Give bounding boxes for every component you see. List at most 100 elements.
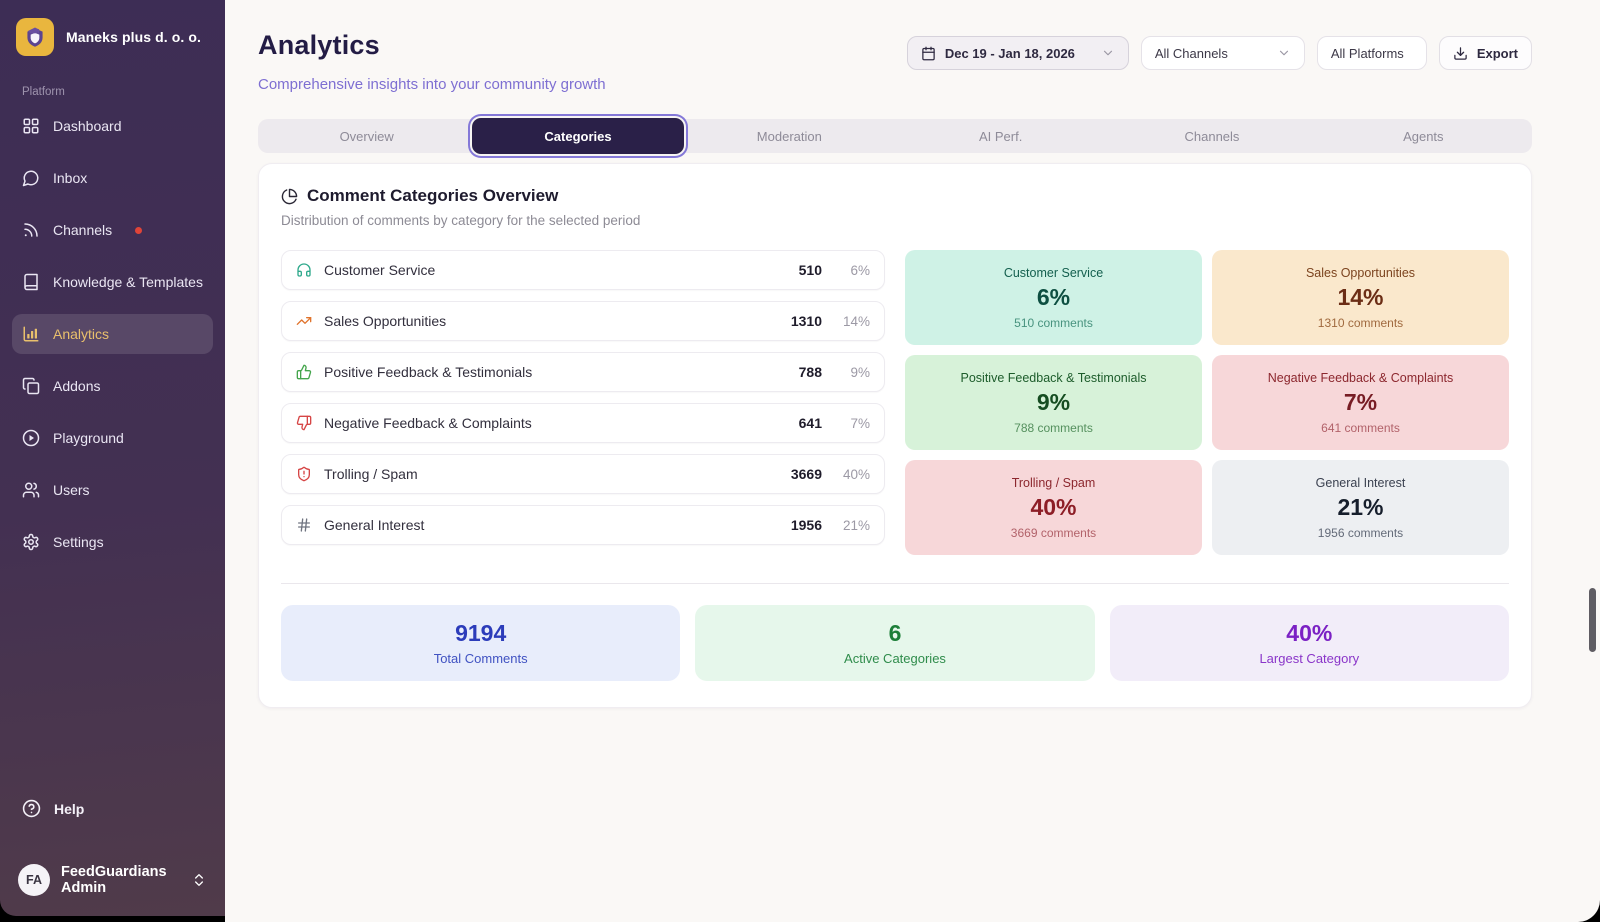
- sidebar-nav: Dashboard Inbox Channels Knowledge & Tem…: [12, 106, 213, 574]
- channels-filter-select[interactable]: All Channels: [1140, 36, 1305, 70]
- card-subtitle: Distribution of comments by category for…: [281, 213, 641, 228]
- tab-categories[interactable]: Categories: [472, 118, 684, 154]
- vertical-scrollbar-thumb[interactable]: [1589, 588, 1596, 652]
- shield-alert-icon: [296, 466, 312, 482]
- tab-overview[interactable]: Overview: [261, 122, 472, 150]
- card-title: Comment Categories Overview: [307, 186, 559, 205]
- tile-comments: 1956 comments: [1317, 525, 1404, 540]
- category-count: 3669: [790, 466, 822, 482]
- tile-title: Negative Feedback & Complaints: [1267, 370, 1454, 385]
- category-percent: 40%: [842, 466, 870, 482]
- tile-percent: 7%: [1343, 388, 1378, 415]
- category-count: 510: [798, 262, 822, 278]
- sidebar-item-playground[interactable]: Playground: [12, 418, 213, 458]
- help-label: Help: [54, 800, 85, 817]
- sidebar: Maneks plus d. o. o. Platform Dashboard …: [0, 0, 225, 916]
- tab-label: Categories: [544, 128, 612, 144]
- sidebar-item-label: Channels: [53, 222, 113, 238]
- category-tile-grid: Customer Service 6% 510 comments Sales O…: [905, 250, 1509, 556]
- knowledge-icon: [22, 273, 40, 291]
- sidebar-item-channels[interactable]: Channels: [12, 210, 213, 250]
- channels-icon: [22, 221, 40, 239]
- sidebar-item-addons[interactable]: Addons: [12, 366, 213, 406]
- date-range-picker[interactable]: Dec 19 - Jan 18, 2026: [906, 36, 1129, 70]
- trending-up-icon: [296, 313, 312, 329]
- date-range-value: Dec 19 - Jan 18, 2026: [944, 45, 1075, 61]
- tab-moderation[interactable]: Moderation: [684, 122, 895, 150]
- category-name: Negative Feedback & Complaints: [324, 415, 532, 431]
- help-circle-icon: [22, 799, 41, 818]
- unread-badge-dot: [135, 226, 143, 234]
- org-name: Maneks plus d. o. o.: [66, 29, 202, 45]
- sidebar-item-settings[interactable]: Settings: [12, 522, 213, 562]
- tab-label: Agents: [1403, 128, 1444, 144]
- sidebar-item-knowledge-templates[interactable]: Knowledge & Templates: [12, 262, 213, 302]
- category-count: 1956: [790, 517, 822, 533]
- download-icon: [1453, 46, 1468, 61]
- tile-percent: 9%: [1036, 388, 1071, 415]
- export-button[interactable]: Export: [1438, 36, 1532, 70]
- category-name: Positive Feedback & Testimonials: [324, 364, 533, 380]
- analytics-icon: [22, 325, 40, 343]
- category-tile-sales-opportunities: Sales Opportunities 14% 1310 comments: [1212, 250, 1509, 345]
- summary-stat-total-comments: 9194 Total Comments: [281, 605, 681, 681]
- tab-channels[interactable]: Channels: [1106, 122, 1317, 150]
- playground-icon: [22, 429, 40, 447]
- tab-agents[interactable]: Agents: [1318, 122, 1529, 150]
- tile-title: Sales Opportunities: [1305, 265, 1416, 280]
- thumbs-down-icon: [296, 415, 312, 431]
- category-row-general-interest: General Interest 1956 21%: [281, 505, 885, 545]
- sidebar-item-inbox[interactable]: Inbox: [12, 158, 213, 198]
- category-count: 788: [798, 364, 822, 380]
- category-tile-general-interest: General Interest 21% 1956 comments: [1212, 460, 1509, 555]
- category-name: General Interest: [324, 517, 425, 533]
- summary-stat-largest-category: 40% Largest Category: [1109, 605, 1509, 681]
- tile-percent: 21%: [1337, 493, 1384, 520]
- category-percent: 7%: [850, 415, 870, 431]
- category-row-positive-feedback: Positive Feedback & Testimonials 788 9%: [281, 352, 885, 392]
- sidebar-item-dashboard[interactable]: Dashboard: [12, 106, 213, 146]
- tab-ai-perf[interactable]: AI Perf.: [895, 122, 1106, 150]
- help-button[interactable]: Help: [12, 789, 213, 828]
- avatar: FA: [18, 864, 50, 896]
- tile-percent: 6%: [1036, 283, 1071, 310]
- inbox-icon: [22, 169, 40, 187]
- card-title-row: Comment Categories Overview: [281, 186, 1509, 206]
- page-title-block: Analytics Comprehensive insights into yo…: [258, 30, 606, 93]
- tile-title: Positive Feedback & Testimonials: [960, 370, 1147, 385]
- tile-percent: 40%: [1030, 493, 1077, 520]
- tile-comments: 1310 comments: [1317, 315, 1404, 330]
- tab-label: Channels: [1184, 128, 1240, 144]
- category-tile-negative-feedback: Negative Feedback & Complaints 7% 641 co…: [1212, 355, 1509, 450]
- summary-stat-active-categories: 6 Active Categories: [695, 605, 1095, 681]
- sidebar-item-label: Knowledge & Templates: [53, 274, 203, 290]
- account-switcher[interactable]: FA FeedGuardians Admin: [12, 854, 213, 900]
- category-tile-customer-service: Customer Service 6% 510 comments: [905, 250, 1202, 345]
- category-tile-positive-feedback: Positive Feedback & Testimonials 9% 788 …: [905, 355, 1202, 450]
- chevron-down-icon: [1101, 46, 1115, 60]
- category-row-customer-service: Customer Service 510 6%: [281, 250, 885, 290]
- stat-label: Largest Category: [1259, 651, 1360, 666]
- sidebar-footer: Help FA FeedGuardians Admin: [12, 789, 213, 900]
- category-row-negative-feedback: Negative Feedback & Complaints 641 7%: [281, 403, 885, 443]
- sidebar-section-label: Platform: [22, 86, 65, 98]
- category-row-trolling-spam: Trolling / Spam 3669 40%: [281, 454, 885, 494]
- sidebar-item-label: Addons: [53, 378, 101, 394]
- calendar-icon: [921, 46, 936, 61]
- card-divider: [281, 583, 1509, 584]
- stat-label: Total Comments: [433, 651, 528, 666]
- sidebar-item-analytics[interactable]: Analytics: [12, 314, 213, 354]
- tile-comments: 3669 comments: [1010, 525, 1097, 540]
- platforms-filter-select[interactable]: All Platforms: [1316, 36, 1427, 70]
- pie-chart-icon: [281, 188, 298, 205]
- tile-title: General Interest: [1315, 475, 1406, 490]
- sidebar-item-users[interactable]: Users: [12, 470, 213, 510]
- tile-title: Trolling / Spam: [1011, 475, 1096, 490]
- category-row-sales-opportunities: Sales Opportunities 1310 14%: [281, 301, 885, 341]
- addons-icon: [22, 377, 40, 395]
- category-name: Sales Opportunities: [324, 313, 447, 329]
- tile-title: Customer Service: [1003, 265, 1104, 280]
- page-title: Analytics: [258, 30, 380, 60]
- tile-comments: 510 comments: [1014, 315, 1093, 330]
